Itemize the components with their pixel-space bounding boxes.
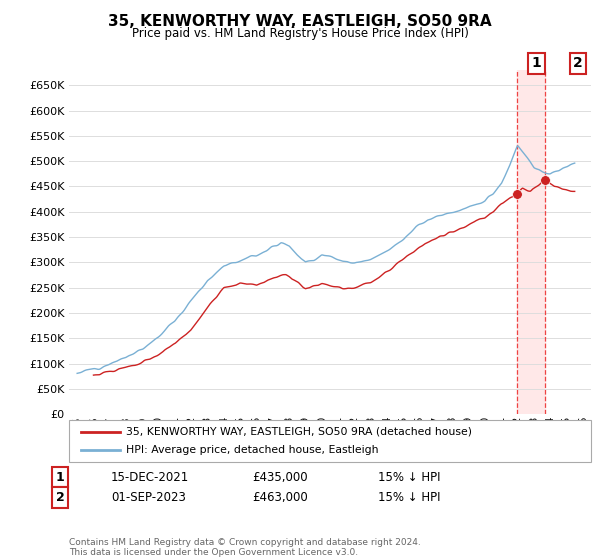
Text: £435,000: £435,000	[252, 470, 308, 484]
Text: Price paid vs. HM Land Registry's House Price Index (HPI): Price paid vs. HM Land Registry's House …	[131, 27, 469, 40]
Text: HPI: Average price, detached house, Eastleigh: HPI: Average price, detached house, East…	[126, 445, 379, 455]
Text: 1: 1	[532, 56, 541, 70]
Text: 35, KENWORTHY WAY, EASTLEIGH, SO50 9RA: 35, KENWORTHY WAY, EASTLEIGH, SO50 9RA	[108, 14, 492, 29]
Text: 2: 2	[573, 56, 583, 70]
Text: 15% ↓ HPI: 15% ↓ HPI	[378, 470, 440, 484]
Text: 2: 2	[56, 491, 64, 504]
Text: 15% ↓ HPI: 15% ↓ HPI	[378, 491, 440, 504]
Text: £463,000: £463,000	[252, 491, 308, 504]
Text: 1: 1	[56, 470, 64, 484]
Text: 35, KENWORTHY WAY, EASTLEIGH, SO50 9RA (detached house): 35, KENWORTHY WAY, EASTLEIGH, SO50 9RA (…	[126, 427, 472, 437]
Bar	[517, 70, 545, 414]
Text: 01-SEP-2023: 01-SEP-2023	[111, 491, 186, 504]
Text: 15-DEC-2021: 15-DEC-2021	[111, 470, 189, 484]
Text: Contains HM Land Registry data © Crown copyright and database right 2024.
This d: Contains HM Land Registry data © Crown c…	[69, 538, 421, 557]
